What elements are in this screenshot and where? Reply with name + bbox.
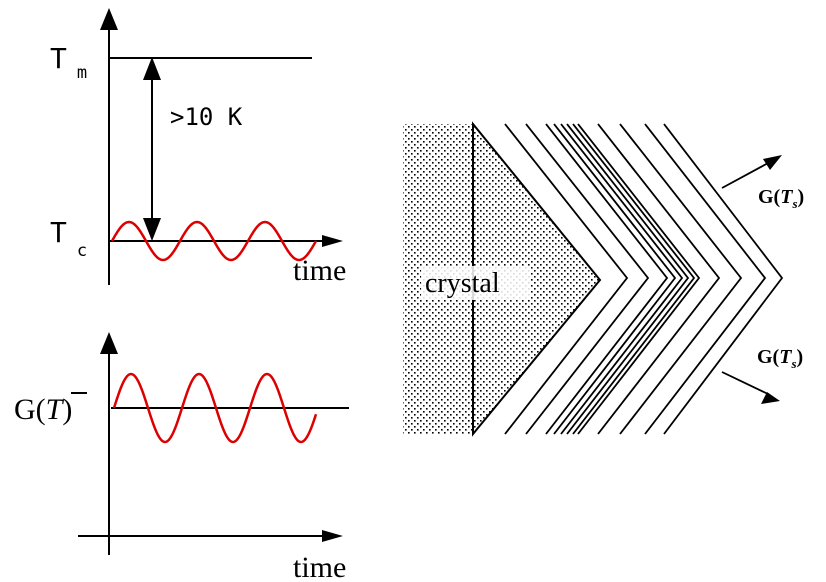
growth-rate-oscillation-wave xyxy=(112,372,318,444)
growth-time-label: time xyxy=(293,551,346,582)
growth-front-line xyxy=(572,123,696,435)
growth-front-line xyxy=(504,123,629,435)
growth-direction-arrowhead-upper xyxy=(763,155,782,170)
growth-front-line xyxy=(560,123,684,435)
growth-front-line xyxy=(619,123,743,435)
growth-front-lines xyxy=(504,123,784,435)
growth-front-line xyxy=(577,123,701,435)
growth-rate-label-lower: G(Ts) xyxy=(757,346,803,371)
mean-growth-rate-label: G(T) xyxy=(14,393,72,426)
growth-front-line xyxy=(525,123,650,435)
growth-rate-label-upper: G(Ts) xyxy=(758,186,804,211)
growth-front-line xyxy=(566,123,690,435)
growth-y-axis-arrowhead xyxy=(100,332,118,354)
growth-front-line xyxy=(545,123,669,435)
crystallization-temperature-label: Tc xyxy=(50,216,87,261)
undercooling-arrowhead-up xyxy=(143,57,161,80)
growth-x-axis-arrowhead xyxy=(322,530,343,542)
crystal-label: crystal xyxy=(425,268,500,299)
crystal-label-background xyxy=(421,266,531,300)
growth-direction-arrow-lower xyxy=(721,371,769,395)
temperature-time-label: time xyxy=(293,254,346,287)
growth-direction-arrow-upper xyxy=(721,161,771,189)
growth-rate-panel: G(T) time xyxy=(14,332,349,582)
temperature-y-axis-arrowhead xyxy=(100,8,118,30)
growth-direction-arrowhead-lower xyxy=(761,392,780,404)
undercooling-arrowhead-down xyxy=(143,218,161,241)
undercooling-label: >10 K xyxy=(170,103,243,131)
temperature-x-axis-arrowhead xyxy=(322,235,343,247)
growth-front-panel: crystal G(Ts) G(Ts) xyxy=(403,121,804,437)
temperature-oscillation-wave xyxy=(110,220,318,262)
growth-front-line xyxy=(663,123,784,435)
growth-front-line xyxy=(553,123,677,435)
growth-front-line xyxy=(597,123,721,435)
growth-front-line xyxy=(644,123,767,435)
